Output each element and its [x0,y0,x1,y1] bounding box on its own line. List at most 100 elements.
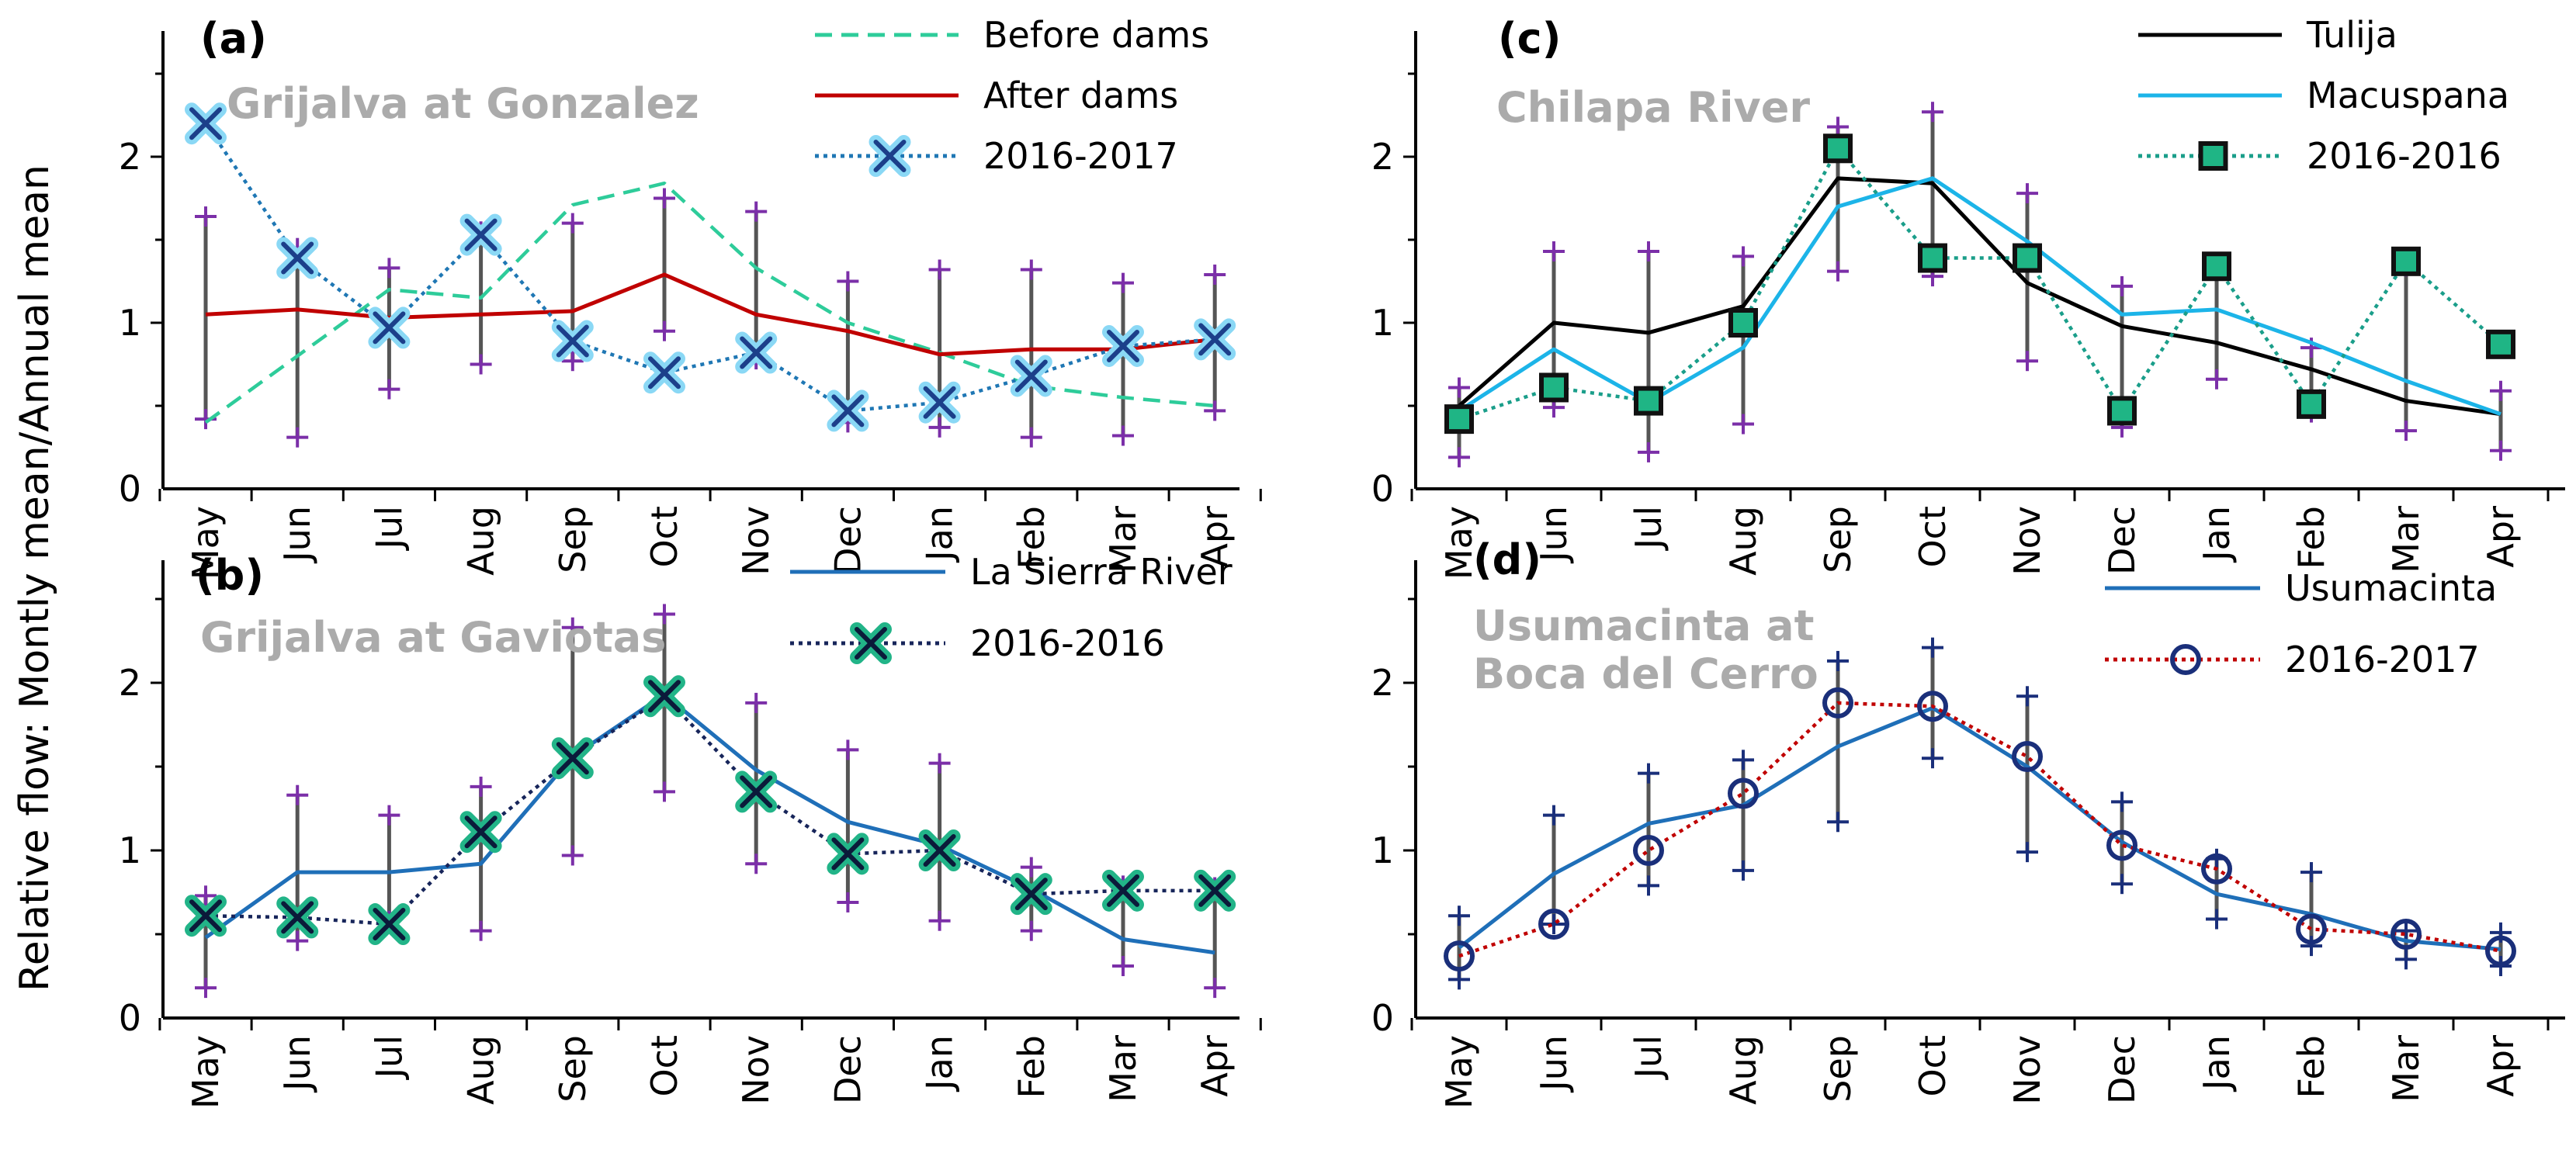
x-tick-label: Jan [2196,1035,2238,1092]
panel-b: 0 1 2 May Jun Jul Aug Sep Oct Nov Dec Jan Feb Mar Apr (… [119,551,1262,1109]
error-bar [1543,805,1565,935]
data-point [185,102,227,145]
data-point [643,351,685,394]
data-point [2485,935,2516,967]
x-tick-label: May [1438,1035,1480,1109]
y-tick-label: 1 [119,302,141,344]
panel-c: 0 1 2 May Jun Jul Aug Sep Oct Nov Dec Jan Feb Mar Apr (… [1371,14,2565,580]
x-tick-label: Jul [368,1035,410,1081]
x-tick-label: Jun [276,506,318,564]
series-line-2 [1458,176,2501,417]
x-tick-label: Jul [1628,506,1669,552]
series-line-2 [205,694,1215,926]
legend-label: 2016-2017 [983,135,1178,177]
data-point [1010,355,1052,397]
x-tick-label: Oct [1912,1035,1954,1097]
x-tick-label: Oct [1912,506,1954,568]
panel-a: 0 1 2 May Jun Jul Aug Sep Oct Nov Dec Jan Feb Mar Apr (… [119,14,1262,580]
data-point [1728,308,1758,338]
data-point [827,833,869,875]
error-bar [2395,256,2417,441]
x-tick-label: Jun [1533,506,1575,564]
x-tick-label: Aug [1722,506,1764,576]
error-bar [1638,763,1659,896]
error-bar [2016,183,2038,372]
x-tick-label: Jan [919,506,961,563]
x-tick-label: Jul [1628,1035,1669,1081]
x-tick-label: Nov [735,1035,777,1105]
x-tick-label: Jun [276,1035,318,1093]
error-bar [654,188,675,341]
x-tick-label: Feb [1011,1035,1052,1098]
error-bar [2490,380,2512,461]
data-point [2012,741,2043,773]
x-tick-label: Mar [1102,1035,1144,1103]
y-tick-label: 2 [119,136,141,178]
panel-d: 0 1 2 May Jun Jul Aug Sep Oct Nov Dec Jan Feb Mar Apr (… [1371,535,2565,1109]
data-point [1823,133,1853,164]
site-name: Chilapa River [1496,83,1810,132]
data-point [1194,318,1236,361]
x-tick-label: Sep [1817,506,1859,573]
y-tick-label: 0 [119,997,141,1039]
data-point [1444,404,1474,435]
legend: Tulija Macuspana 2016-2016 [2138,14,2509,177]
panel-label: (b) [196,551,264,600]
data-point [1539,372,1569,403]
x-tick-label: Mar [2385,1035,2427,1103]
legend-item: 2016-2016 [2138,135,2501,177]
data-point [1538,909,1569,940]
data-point [551,737,594,780]
legend: Before dams After dams 2016-2017 [815,14,1209,177]
data-point [459,811,502,854]
x-tick-label: May [185,1035,227,1109]
data-point [643,675,685,718]
error-bar [2395,920,2417,970]
data-point [2201,853,2232,885]
y-tick-label: 1 [1371,302,1394,344]
site-name: Usumacinta at [1473,601,1814,650]
legend-marker [2198,141,2228,171]
data-point [368,306,411,349]
data-point [735,770,778,813]
x-tick-label: Aug [460,506,502,576]
legend-marker [868,135,911,177]
data-point [827,390,869,432]
legend-label: Before dams [983,14,1209,56]
error-bar [561,617,584,866]
data-point [2296,913,2327,945]
y-tick-label: 1 [119,829,141,871]
data-point [2202,251,2231,282]
x-tick-label: Sep [552,506,594,573]
data-point [459,213,502,256]
x-tick-label: Aug [460,1035,502,1105]
x-tick-label: Feb [2290,506,2332,569]
site-name: Grijalva at Gaviotas [200,613,666,662]
series-line-1 [1458,705,2501,951]
data-point [2391,246,2421,276]
data-point [2486,329,2515,359]
legend: Usumacinta 2016-2017 [2105,567,2497,680]
data-point [1634,386,1663,416]
data-point [551,320,594,362]
data-point [368,903,411,946]
x-tick-label: Sep [1817,1035,1859,1103]
error-bar [1732,750,1754,881]
x-tick-label: Jun [1533,1035,1575,1093]
legend-label: Macuspana [2307,74,2509,116]
series-line-1 [1458,176,2501,417]
data-point [1917,691,1948,722]
data-point [918,829,961,871]
data-point [1444,940,1475,972]
x-tick-label: Jan [919,1035,961,1092]
data-point [2106,829,2137,861]
x-tick-label: Jul [368,506,410,552]
x-tick-label: Dec [2101,1035,2143,1104]
data-point [735,331,778,374]
legend-label: 2016-2016 [970,622,1165,664]
legend-item: Usumacinta [2105,567,2497,609]
legend-marker [2170,644,2201,675]
legend-item: La Sierra River [790,551,1233,593]
data-point [2297,389,2326,419]
